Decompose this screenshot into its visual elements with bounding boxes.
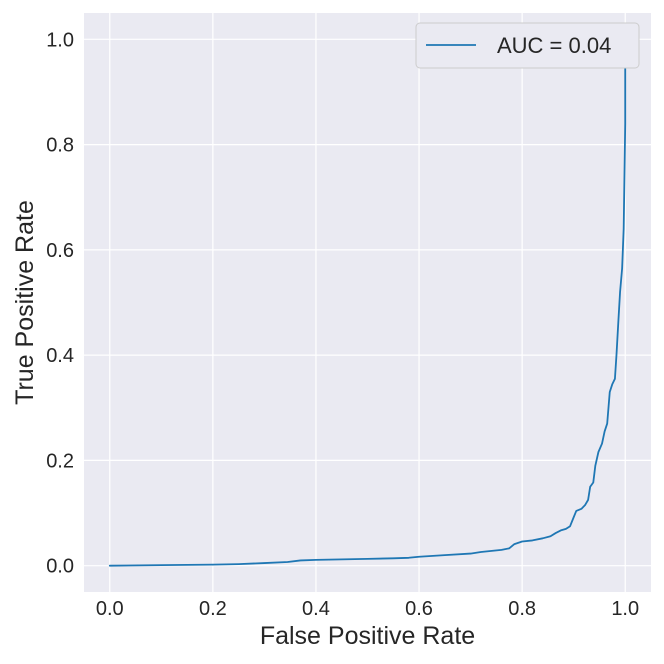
x-tick-label: 0.8	[508, 598, 536, 620]
y-tick-label: 0.0	[46, 556, 74, 578]
legend-box	[415, 22, 640, 69]
x-tick-label: 0.0	[96, 598, 124, 620]
y-tick-label: 0.2	[46, 450, 74, 472]
x-tick-label: 0.4	[302, 598, 330, 620]
y-tick-label: 0.6	[46, 240, 74, 262]
legend: AUC = 0.04	[415, 22, 640, 69]
plot-background	[84, 13, 651, 592]
x-tick-label: 1.0	[611, 598, 639, 620]
roc-curve-line	[108, 38, 627, 567]
x-tick-label: 0.2	[199, 598, 227, 620]
y-tick-label: 0.8	[46, 135, 74, 157]
x-tick-label: 0.6	[405, 598, 433, 620]
y-axis-label: True Positive Rate	[11, 200, 39, 405]
legend-label: AUC = 0.04	[497, 33, 611, 58]
series-layer	[108, 38, 627, 567]
y-tick-label: 1.0	[46, 29, 74, 51]
tick-layer: 0.0 0.2 0.4 0.6 0.8 1.0 0.0 0.2 0.4 0.6 0.8 1.0	[46, 29, 639, 620]
y-tick-label: 0.4	[46, 345, 74, 367]
x-axis-label: False Positive Rate	[260, 622, 475, 650]
